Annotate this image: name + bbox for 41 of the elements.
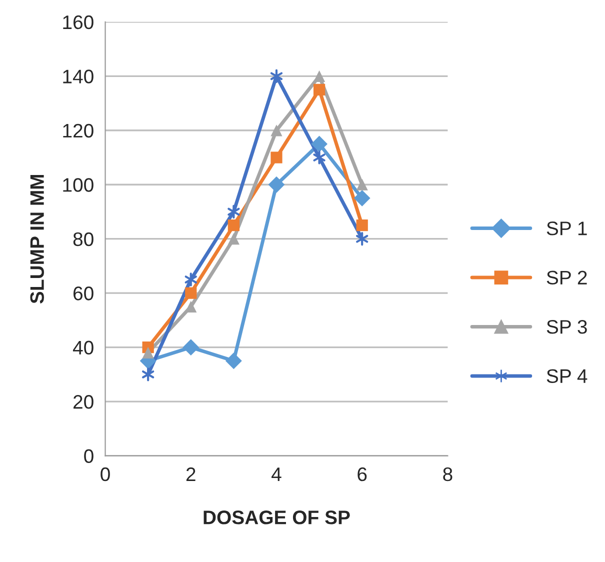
legend-label: SP 3 (546, 320, 587, 334)
point (270, 152, 282, 164)
point (313, 70, 326, 82)
x-tick-label: 0 (100, 467, 110, 482)
point (356, 178, 368, 190)
point (268, 176, 285, 193)
y-tick-label: 0 (84, 449, 94, 464)
point (356, 219, 368, 232)
y-tick-label: 40 (72, 340, 94, 355)
point (270, 69, 283, 84)
point (185, 287, 197, 299)
x-tick-label: 6 (358, 467, 367, 482)
point (270, 124, 282, 136)
y-axis-title: SLUMP IN MM (30, 174, 44, 304)
point (311, 136, 328, 152)
point (313, 150, 326, 164)
legend-label: SP 1 (546, 222, 587, 236)
point (228, 219, 240, 232)
point (228, 233, 240, 245)
point (142, 368, 154, 382)
x-tick-label: 8 (443, 467, 452, 482)
point (354, 190, 370, 206)
y-tick-label: 60 (74, 286, 94, 300)
legend-label: SP 4 (546, 369, 588, 384)
legend-label: SP 2 (546, 270, 587, 285)
y-tick-label: 160 (63, 15, 94, 30)
point (225, 352, 242, 370)
x-tick-label: 2 (186, 467, 196, 481)
point (313, 84, 326, 96)
point (184, 272, 197, 286)
point (356, 232, 368, 246)
x-axis-title: DOSAGE OF SP (204, 510, 350, 524)
point (228, 204, 240, 219)
point (142, 346, 154, 359)
y-tick-label: 120 (63, 124, 94, 138)
y-tick-label: 100 (63, 178, 94, 192)
y-tick-label: 20 (74, 395, 94, 409)
y-tick-label: 140 (63, 70, 94, 84)
point (182, 339, 200, 356)
y-tick-label: 80 (73, 232, 94, 246)
x-tick-label: 4 (272, 468, 282, 481)
